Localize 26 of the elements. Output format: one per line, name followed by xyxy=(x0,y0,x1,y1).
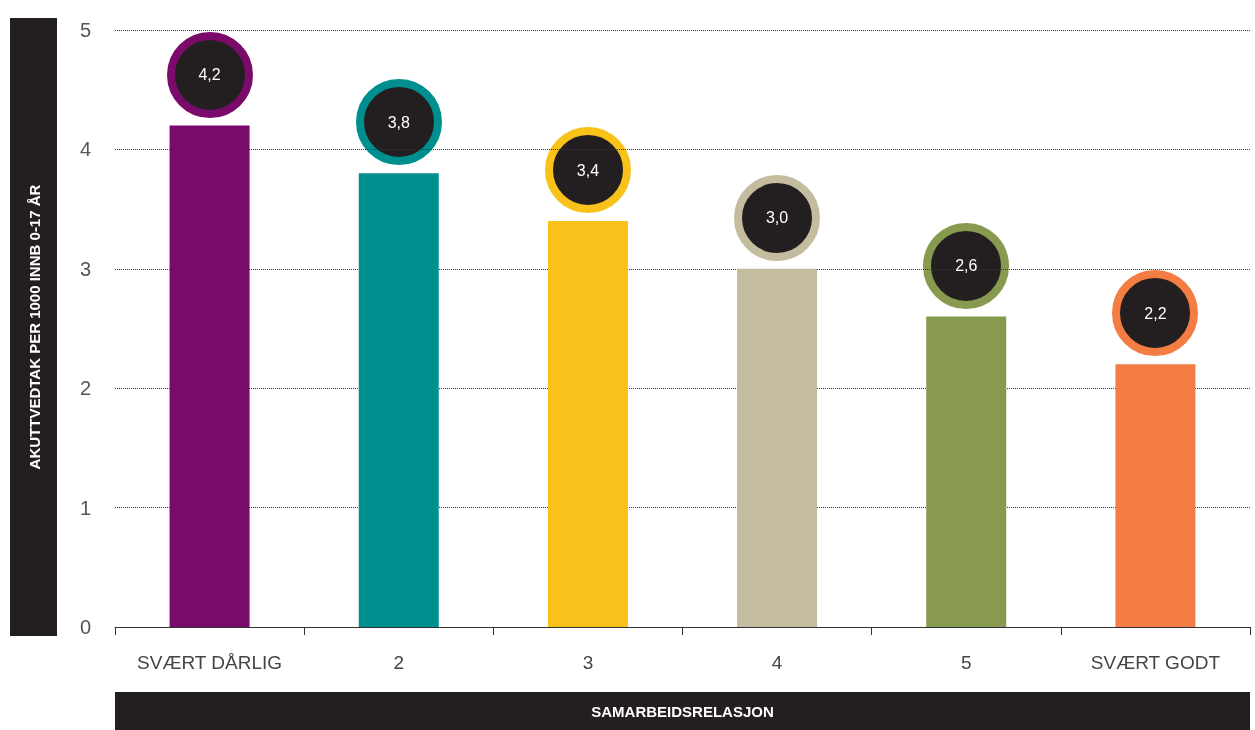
data-label: 2,6 xyxy=(955,257,978,275)
x-tick-label: 2 xyxy=(393,652,405,673)
bar xyxy=(737,268,818,627)
bar xyxy=(1115,364,1196,627)
x-tick-label: SVÆRT GODT xyxy=(1090,652,1221,673)
y-tick-label: 2 xyxy=(79,377,91,400)
bar xyxy=(169,125,250,627)
y-tick-label: 3 xyxy=(79,257,91,280)
bar xyxy=(547,221,628,627)
data-label: 4,2 xyxy=(198,66,221,84)
data-label: 3,8 xyxy=(387,113,410,131)
x-tick-label: 5 xyxy=(960,652,972,673)
x-axis-title: SAMARBEIDSRELASJON xyxy=(115,692,1250,730)
data-label: 3,0 xyxy=(765,209,789,227)
y-tick-label: 0 xyxy=(79,616,91,638)
x-tick-label: 4 xyxy=(771,652,783,673)
x-tick-label: 3 xyxy=(582,652,594,673)
y-tick-label: 1 xyxy=(79,496,91,519)
bar xyxy=(926,316,1007,627)
y-tick-label: 4 xyxy=(79,138,91,161)
y-axis-title: AKUTTVEDTAK PER 1000 INNB 0-17 ÅR xyxy=(25,184,42,470)
y-tick-label: 5 xyxy=(79,19,91,41)
data-label: 2,2 xyxy=(1144,304,1167,322)
data-label: 3,4 xyxy=(576,161,600,179)
bar xyxy=(358,173,439,627)
x-tick-label: SVÆRT DÅRLIG xyxy=(137,652,283,673)
